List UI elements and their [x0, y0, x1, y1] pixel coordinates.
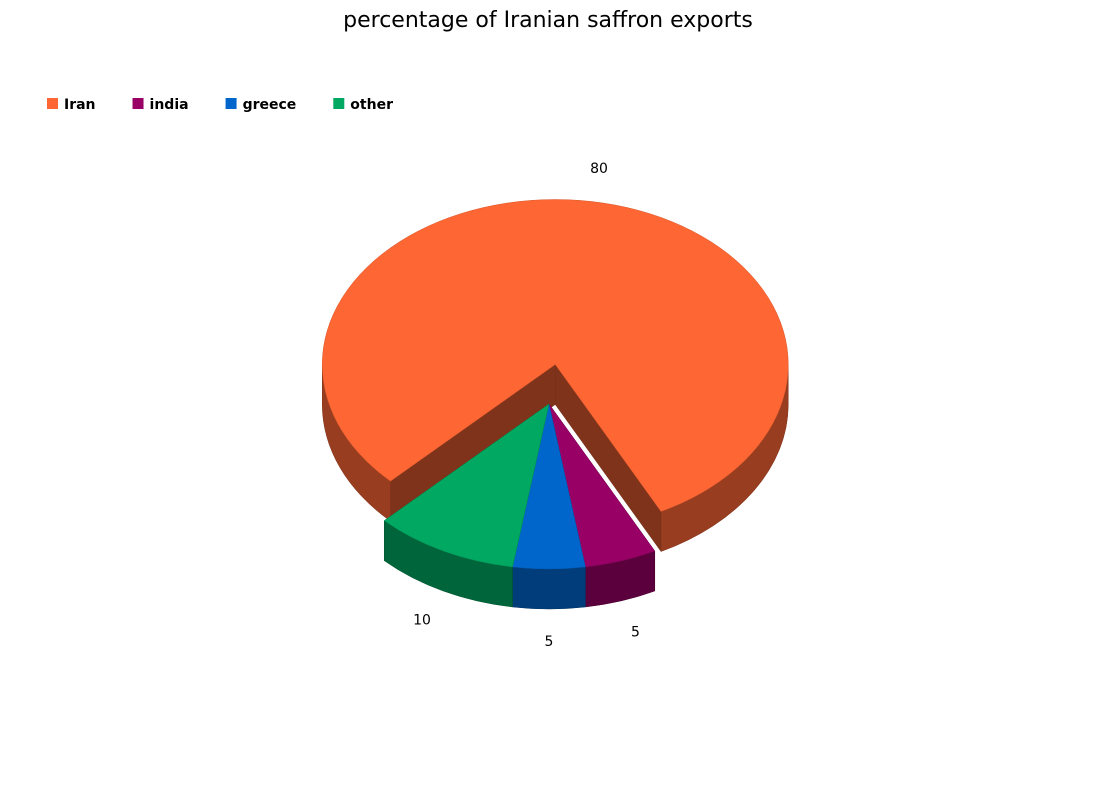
slice	[383, 403, 550, 568]
value-label: 5	[631, 624, 640, 640]
legend: Iran india greece other	[47, 97, 393, 113]
value-label: 80	[590, 161, 608, 177]
legend-swatch	[132, 98, 144, 109]
legend-swatch	[225, 98, 237, 109]
legend-swatch	[47, 98, 58, 109]
legend-swatch	[333, 98, 345, 109]
legend-label: greece	[243, 97, 297, 113]
slice-side	[512, 566, 586, 610]
pie: 80 5 5 10	[322, 161, 789, 650]
value-label: 5	[545, 634, 554, 650]
legend-label: india	[150, 97, 189, 113]
legend-label: Iran	[64, 97, 96, 113]
legend-label: other	[350, 97, 393, 113]
chart-title: percentage of Iranian saffron exports	[343, 8, 753, 33]
value-label: 10	[413, 612, 431, 628]
slice	[322, 199, 789, 512]
